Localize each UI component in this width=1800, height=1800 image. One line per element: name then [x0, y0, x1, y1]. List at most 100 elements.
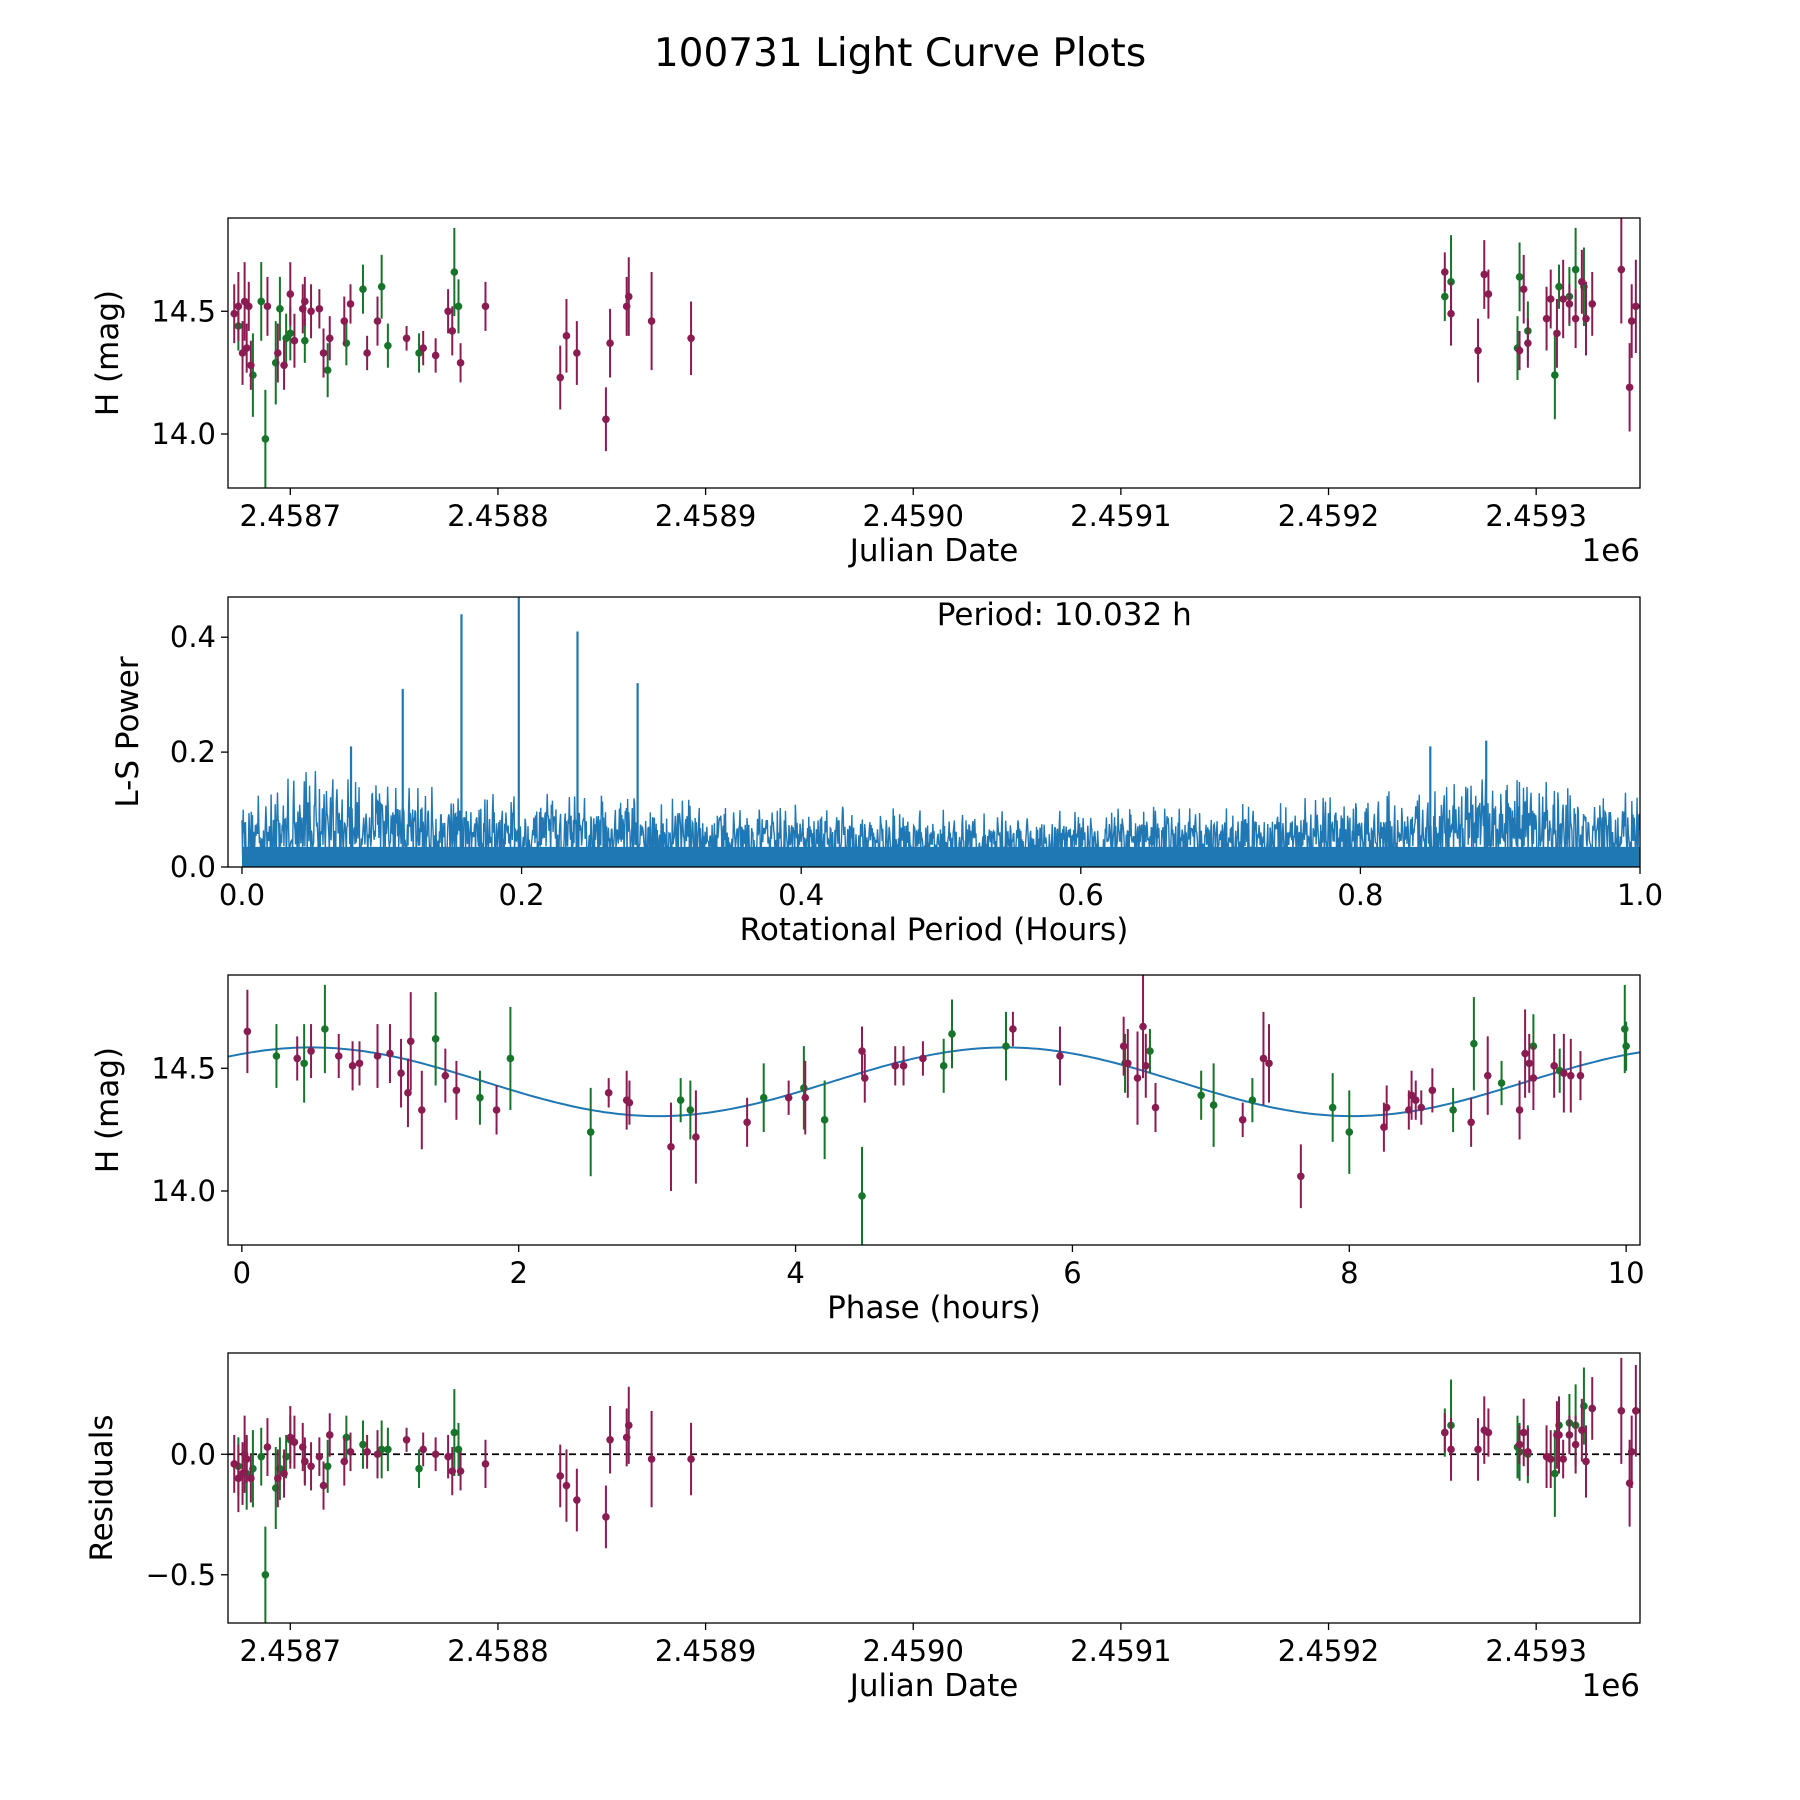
data-point-r [230, 309, 239, 318]
data-point-r [346, 1448, 355, 1456]
x-tick-label: 2.4589 [655, 499, 756, 533]
data-point-r [647, 1455, 656, 1463]
data-point-r [431, 1450, 440, 1459]
x-axis-label: Phase (hours) [827, 1290, 1041, 1326]
data-point-r [625, 1098, 634, 1107]
data-point-r [1474, 346, 1482, 355]
x-tick-label: 2.4587 [240, 1634, 341, 1668]
data-point-r [319, 1481, 328, 1490]
data-point-g [321, 1025, 329, 1033]
data-point-r [624, 1421, 633, 1430]
data-point-r [1632, 1407, 1640, 1415]
data-point-r [230, 1460, 239, 1468]
x-tick-label: 2.4589 [655, 1634, 756, 1668]
y-tick-label: 14.5 [151, 1051, 216, 1085]
data-point-r [1578, 278, 1586, 286]
data-point-r [315, 305, 324, 313]
data-point-r [274, 349, 282, 357]
model-fit-curve [228, 1046, 1640, 1118]
data-point-r [419, 1445, 427, 1454]
data-point-r [602, 415, 610, 424]
data-point-r [1515, 1106, 1524, 1114]
data-point-r [606, 339, 614, 347]
data-point-r [301, 297, 309, 306]
data-point-r [448, 1467, 457, 1475]
data-point-r [1142, 1062, 1150, 1070]
data-point-r [1474, 1445, 1482, 1454]
data-point-g [1197, 1091, 1205, 1100]
data-point-r [244, 302, 253, 311]
data-point-r [1484, 1428, 1493, 1437]
data-point-r [899, 1062, 908, 1070]
data-point-r [242, 1455, 251, 1463]
data-point-r [1382, 1103, 1391, 1112]
data-point-g [1529, 1042, 1538, 1050]
data-point-r [1151, 1103, 1160, 1112]
data-point-r [602, 1513, 610, 1521]
y-tick-label: 0.0 [170, 1437, 216, 1471]
y-tick-label: 14.0 [151, 1174, 216, 1208]
x-tick-label: 0.6 [1058, 878, 1104, 912]
data-point-r [397, 1069, 405, 1077]
data-point-g [384, 1445, 392, 1454]
data-point-r [290, 336, 299, 345]
y-tick-label: 0.4 [170, 620, 216, 654]
data-point-g [450, 1428, 459, 1437]
data-point-r [624, 292, 633, 301]
data-point-r [1484, 290, 1493, 298]
data-point-r [1524, 1448, 1532, 1456]
data-point-r [307, 1462, 315, 1471]
data-point-g [1002, 1042, 1010, 1050]
x-tick-label: 4 [786, 1256, 804, 1290]
lightcurve-panel: 2.4587 2.4588 2.4589 2.4590 2.4591 2.4592 2.45… [90, 217, 1641, 569]
periodogram-panel: Period: 10.032 h 0.0 0.2 0.4 0.6 0.8 1.0 0.0 0.2… [110, 596, 1663, 948]
x-tick-label: 0.2 [499, 878, 545, 912]
data-point-r [492, 1106, 501, 1114]
data-point-r [280, 1469, 288, 1478]
data-point-r [692, 1133, 700, 1141]
y-tick-label: 14.5 [151, 294, 216, 328]
data-point-r [274, 1474, 282, 1483]
data-point-g [1551, 371, 1559, 379]
data-point-g [323, 366, 332, 374]
y-axis-label: H (mag) [90, 290, 126, 416]
residuals-panel: 2.4587 2.4588 2.4589 2.4590 2.4591 2.4592 2.45… [84, 1352, 1641, 1704]
data-point-r [307, 307, 315, 316]
data-point-r [334, 1052, 343, 1060]
x-tick-label: 0.0 [219, 878, 265, 912]
data-point-r [1515, 346, 1524, 355]
data-point-g [759, 1093, 768, 1102]
data-point-g [1551, 1469, 1559, 1478]
data-point-r [340, 317, 349, 325]
data-point-g [1571, 265, 1580, 274]
data-point-r [1447, 309, 1455, 318]
data-point-g [1146, 1047, 1154, 1055]
data-point-r [562, 332, 571, 340]
data-point-r [919, 1054, 927, 1063]
data-point-r [1565, 300, 1574, 308]
data-point-r [418, 1106, 426, 1114]
data-point-r [1480, 270, 1489, 279]
data-point-r [1632, 302, 1640, 311]
data-point-r [444, 1452, 452, 1461]
data-point-g [858, 1192, 866, 1200]
data-point-r [1525, 1059, 1534, 1068]
data-point-r [1259, 1054, 1268, 1063]
plot-area [241, 597, 1640, 867]
data-point-r [293, 1054, 302, 1063]
data-point-g [261, 435, 270, 443]
data-point-r [402, 1435, 411, 1444]
data-point-r [373, 1450, 382, 1459]
data-point-r [373, 1052, 382, 1060]
x-tick-label: 6 [1063, 1256, 1081, 1290]
data-point-r [1627, 1448, 1636, 1456]
data-point-g [1449, 1106, 1457, 1114]
axes-frame [227, 596, 1641, 868]
data-point-g [286, 329, 295, 338]
data-point-r [243, 1027, 252, 1036]
data-point-g [359, 1440, 367, 1449]
y-tick-label: 0.2 [170, 735, 216, 769]
data-point-g [415, 1464, 423, 1473]
data-point-r [801, 1093, 810, 1102]
data-point-g [454, 302, 463, 311]
